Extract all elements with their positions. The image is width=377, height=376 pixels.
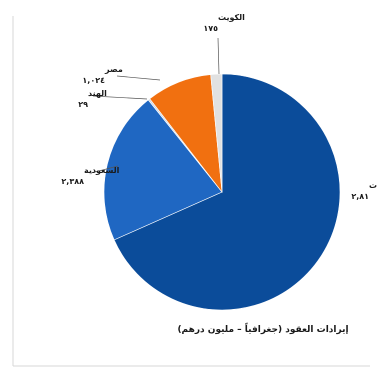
pie-slices — [103, 73, 341, 311]
slice-value-india: ٢٩ — [78, 100, 88, 109]
leader-line-saudi — [90, 165, 119, 174]
slice-label-egypt: مصر — [104, 65, 123, 74]
leader-line-egypt — [116, 75, 161, 81]
pie-slice-kuwait — [210, 73, 223, 193]
pie-slice-uae — [113, 73, 341, 311]
slice-value-kuwait: ١٧٥ — [203, 24, 218, 33]
pie-slice-saudi — [103, 99, 223, 241]
slice-value-egypt: ١,٠٢٤ — [82, 76, 105, 85]
slice-label-uae: الإمارات — [369, 181, 377, 190]
slice-value-saudi: ٢,٣٨٨ — [61, 177, 84, 186]
slice-value-uae: ٢,٨١ — [351, 192, 369, 201]
slice-label-kuwait: الكويت — [218, 13, 245, 22]
slice-label-saudi: السعودية — [84, 166, 120, 175]
leader-line-india — [92, 95, 148, 100]
leader-lines — [90, 37, 220, 174]
leader-line-kuwait — [217, 37, 220, 75]
slice-label-india: الهند — [88, 89, 107, 98]
chart-caption: إيرادات العقود (جغرافياً – مليون درهم) — [177, 322, 348, 335]
